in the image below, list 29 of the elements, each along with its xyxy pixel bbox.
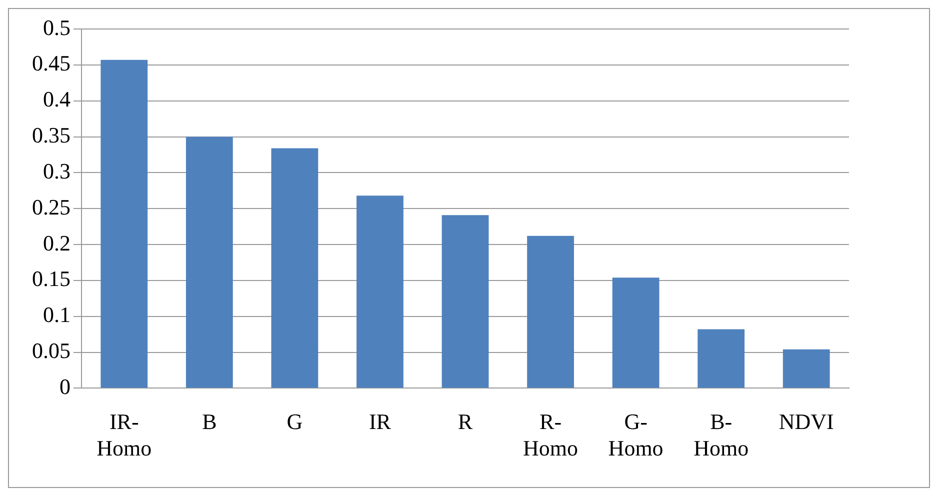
- bar: [442, 215, 489, 388]
- y-tick-label: 0.05: [32, 338, 70, 364]
- y-tick-label: 0.45: [32, 50, 70, 76]
- x-tick-label: R: [458, 409, 473, 434]
- x-tick-label: B: [202, 409, 217, 434]
- x-tick-label: R-Homo: [523, 409, 578, 461]
- x-tick-label: IR: [368, 409, 392, 434]
- y-tick-label: 0.15: [32, 266, 70, 292]
- y-tick-label: 0.3: [43, 158, 70, 184]
- y-tick-label: 0.25: [32, 194, 70, 220]
- y-tick-label: 0.1: [43, 302, 70, 328]
- x-tick-label: G-Homo: [608, 409, 664, 461]
- y-tick-label: 0.5: [43, 14, 70, 40]
- y-tick-label: 0.35: [32, 122, 70, 148]
- bar: [100, 60, 148, 388]
- x-tick-label: G: [286, 409, 303, 434]
- bar: [698, 329, 745, 388]
- y-tick-label: 0.2: [43, 230, 70, 256]
- bar: [527, 236, 574, 388]
- bar: [612, 278, 660, 388]
- y-tick-label: 0: [60, 374, 70, 399]
- x-tick-label: NDVI: [778, 409, 834, 434]
- bar: [186, 136, 233, 388]
- y-tick-label: 0.4: [43, 86, 70, 112]
- bar: [782, 349, 830, 388]
- bar: [356, 196, 404, 388]
- bar: [271, 148, 318, 388]
- x-tick-label: B-Homo: [694, 409, 749, 461]
- x-tick-label: IR-Homo: [96, 409, 152, 461]
